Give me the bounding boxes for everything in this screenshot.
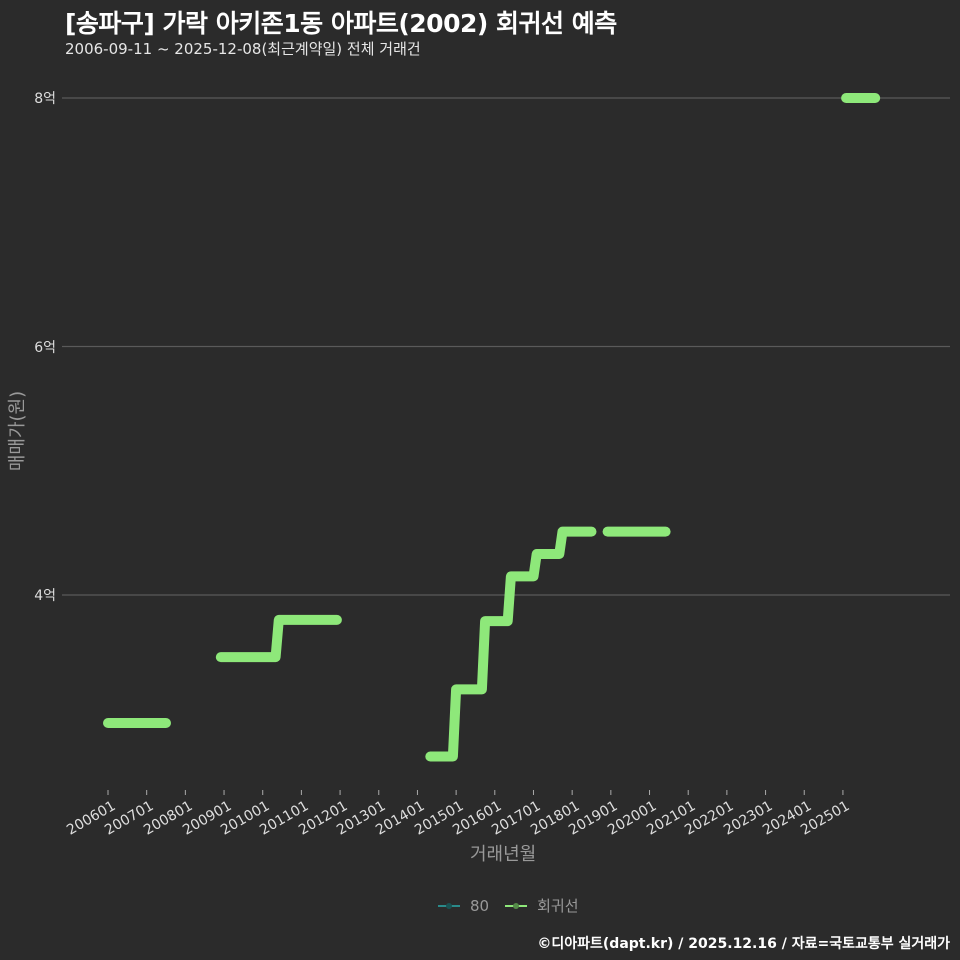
legend: 80 회귀선 (438, 895, 587, 916)
y-axis-label: 매매가(원) (7, 390, 28, 472)
x-axis-label: 거래년월 (470, 844, 537, 865)
y-tick-label: 6억 (34, 339, 56, 356)
y-tick-label: 4억 (34, 588, 56, 604)
gridlines (62, 97, 950, 596)
chart-title: [송파구] 가락 아키존1동 아파트(2002) 회귀선 예측 (65, 9, 617, 38)
x-tick-marks (107, 790, 844, 795)
regression-line (103, 93, 881, 762)
legend-label: 회귀선 (537, 897, 579, 915)
y-tick-label: 8억 (34, 91, 56, 107)
legend-item-80[interactable]: 80 (438, 897, 489, 915)
footer-credit: ©디아파트(dapt.kr) / 2025.12.16 / 자료=국토교통부 실… (537, 936, 950, 952)
line-marker-icon (505, 904, 528, 907)
legend-label: 80 (470, 896, 490, 915)
legend-item-regression[interactable]: 회귀선 (505, 895, 579, 916)
line-marker-icon (438, 904, 460, 907)
chart-subtitle: 2006-09-11 ~ 2025-12-08(최근계약일) 전체 거래건 (65, 40, 421, 58)
